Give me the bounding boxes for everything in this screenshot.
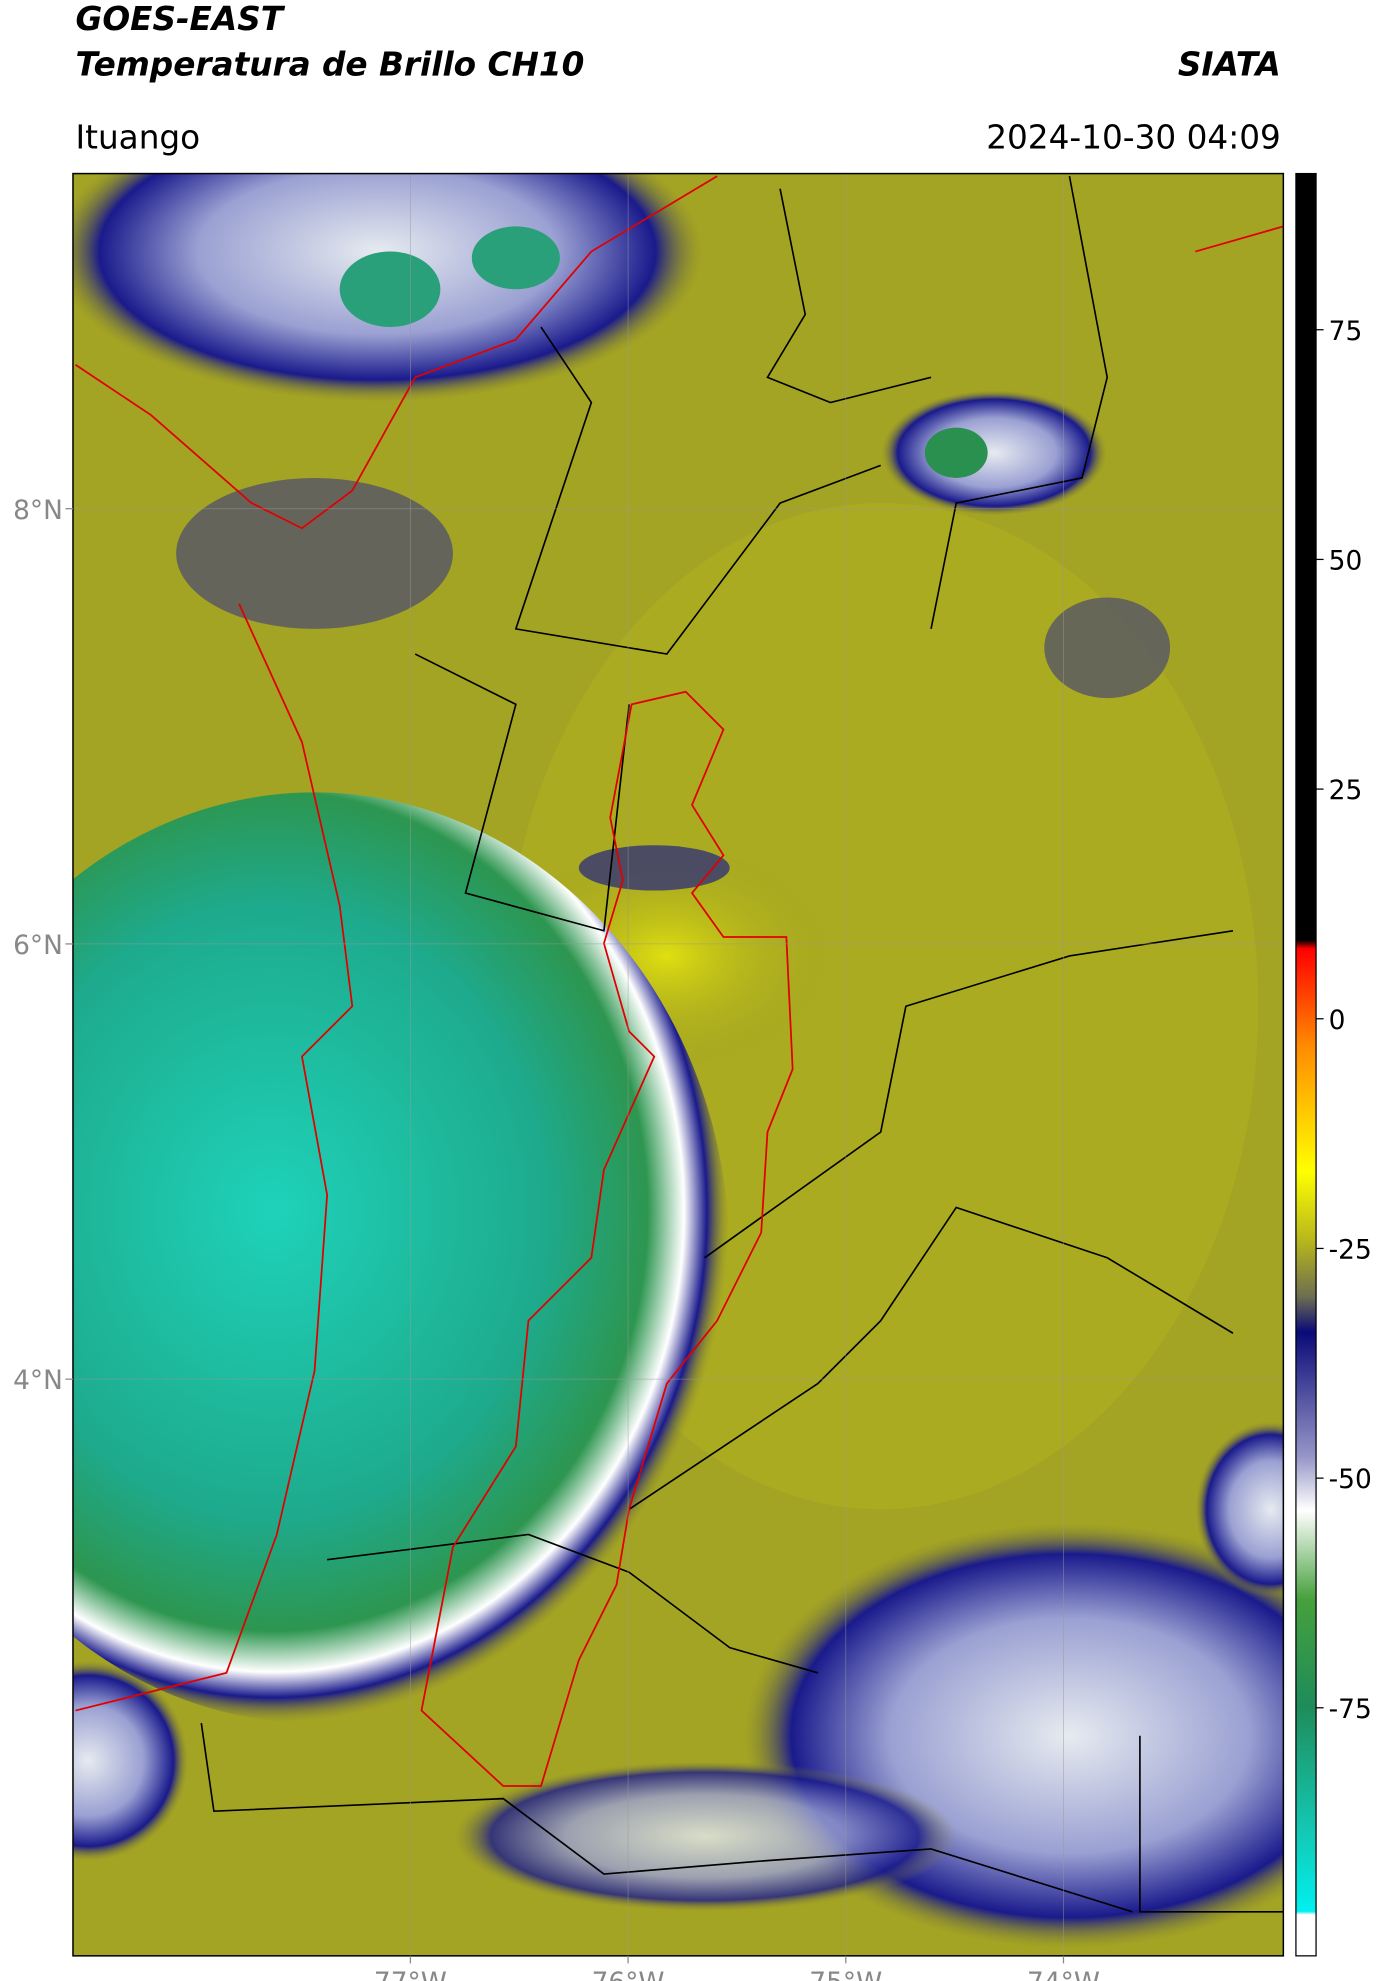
colorbar-tick-label: 25 xyxy=(1329,775,1363,806)
colorbar xyxy=(1295,172,1317,1957)
title: GOES-EAST xyxy=(75,0,285,38)
x-tick-label: 76°W xyxy=(592,1967,665,1981)
colorbar-tick-label: 75 xyxy=(1329,316,1363,347)
x-tick-label: 74°W xyxy=(1027,1967,1100,1981)
y-tick-label: 4°N xyxy=(13,1365,63,1396)
colorbar-tick-label: 50 xyxy=(1329,545,1363,576)
datetime: 2024-10-30 04:09 xyxy=(986,118,1281,156)
x-tick-label: 75°W xyxy=(809,1967,882,1981)
place: Ituango xyxy=(75,118,200,156)
x-tick-label: 77°W xyxy=(374,1967,447,1981)
subtitle: Temperatura de Brillo CH10 xyxy=(75,45,584,83)
colorbar-tick-label: -75 xyxy=(1329,1694,1372,1725)
colorbar-tick-label: 0 xyxy=(1329,1005,1346,1036)
y-tick-label: 8°N xyxy=(13,495,63,526)
colorbar-tick-label: -25 xyxy=(1329,1235,1372,1266)
colorbar-tick-label: -50 xyxy=(1329,1464,1372,1495)
agency: SIATA xyxy=(1178,45,1281,83)
map-image xyxy=(72,173,1284,1956)
y-tick-label: 6°N xyxy=(13,930,63,961)
map-frame xyxy=(72,172,1285,1957)
